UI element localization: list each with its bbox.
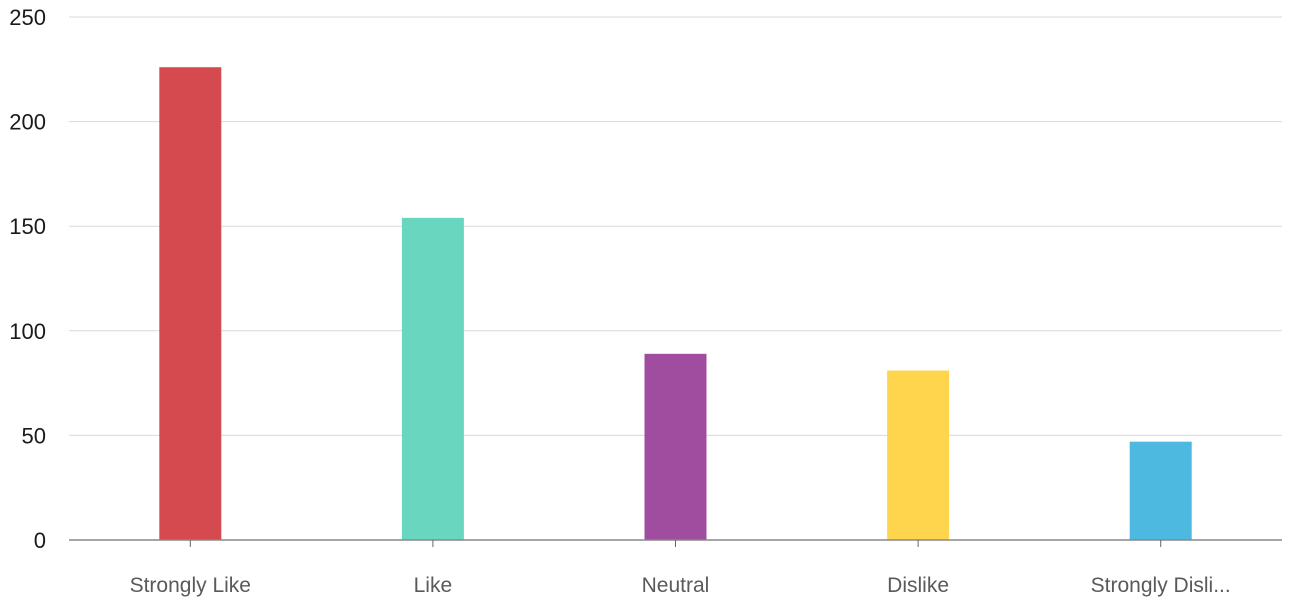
- x-tick-label: Neutral: [642, 574, 710, 597]
- x-tick-label: Like: [414, 574, 453, 597]
- y-tick-label: 150: [9, 214, 46, 239]
- x-tick-label: Strongly Like: [130, 574, 251, 597]
- y-tick-label: 100: [9, 319, 46, 344]
- y-tick-label: 50: [22, 423, 46, 448]
- bar: [887, 370, 950, 540]
- x-axis: Strongly Like Like Neutral Dislike Strongly …: [130, 540, 1231, 597]
- x-tick-label: Dislike: [887, 574, 949, 597]
- bar: [159, 67, 222, 540]
- bar: [1129, 441, 1192, 540]
- bar: [401, 217, 464, 540]
- y-tick-label: 200: [9, 110, 46, 135]
- bar: [644, 353, 707, 540]
- bars: [159, 67, 1192, 540]
- x-tick-label: Strongly Disli...: [1091, 574, 1231, 597]
- y-tick-label: 250: [9, 5, 46, 30]
- y-tick-label: 0: [34, 528, 46, 553]
- y-axis: 0 50 100 150 200 250: [9, 5, 46, 553]
- gridlines: [69, 16, 1282, 436]
